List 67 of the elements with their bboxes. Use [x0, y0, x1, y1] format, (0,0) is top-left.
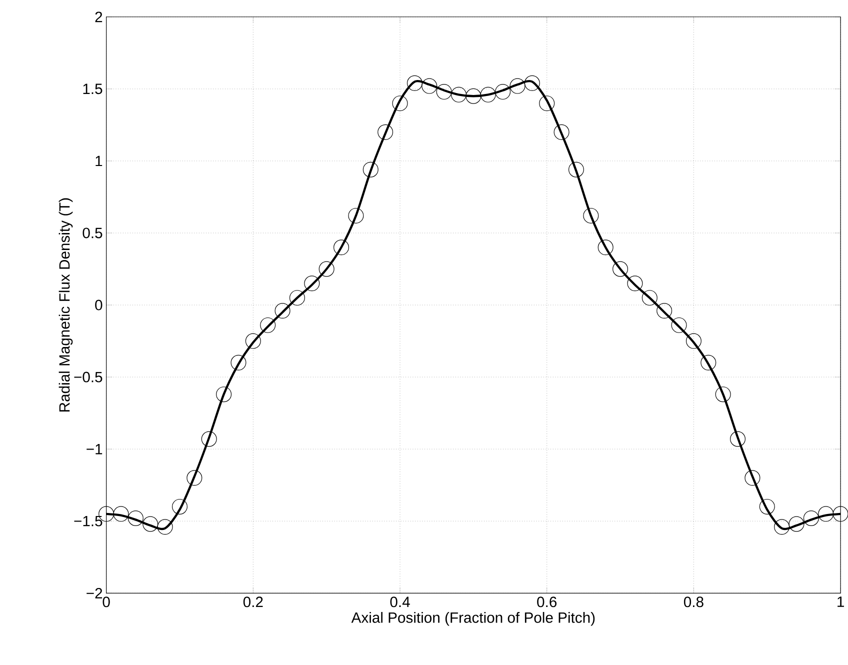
x-tick-label: 0.2: [243, 596, 263, 608]
y-tick-label: 0.5: [82, 228, 102, 238]
point: [216, 386, 232, 402]
point: [392, 96, 408, 112]
point: [715, 386, 731, 402]
point: [803, 510, 819, 526]
point: [172, 499, 188, 515]
point: [671, 318, 687, 334]
point: [422, 78, 438, 94]
point: [466, 88, 482, 104]
point: [378, 124, 394, 140]
point: [568, 162, 584, 178]
point: [759, 499, 775, 515]
y-tick-label: 1: [96, 156, 102, 166]
point: [157, 519, 173, 535]
point: [495, 84, 511, 100]
point: [539, 96, 555, 112]
x-tick-label: 1: [838, 596, 844, 608]
point: [480, 87, 496, 103]
point: [274, 303, 290, 319]
point: [554, 124, 570, 140]
point: [113, 506, 129, 522]
point: [348, 208, 364, 224]
point: [744, 470, 760, 486]
point: [524, 76, 540, 92]
point: [510, 78, 526, 94]
point: [362, 162, 378, 178]
point: [318, 261, 334, 277]
point: [245, 333, 261, 349]
point: [450, 87, 466, 103]
point: [818, 506, 834, 522]
point: [700, 355, 716, 371]
y-tick-label: 2: [95, 12, 102, 22]
y-tick-label: −2: [86, 588, 102, 598]
x-tick-label: 0.6: [537, 596, 557, 608]
point: [230, 355, 246, 371]
point: [334, 240, 350, 256]
x-tick-label: 0.4: [390, 596, 410, 608]
point: [260, 318, 276, 334]
point: [730, 431, 746, 447]
point: [832, 506, 848, 522]
y-tick-label: −1.5: [74, 516, 102, 526]
point: [642, 290, 658, 306]
point: [142, 516, 158, 532]
point: [583, 208, 599, 224]
point: [436, 84, 452, 100]
x-tick-label: 0: [102, 596, 110, 608]
point: [656, 303, 672, 319]
y-axis-title: Radial Magnetic Flux Density (T): [58, 198, 73, 412]
point: [406, 76, 422, 92]
point: [201, 431, 217, 447]
y-tick-label: −1: [86, 444, 102, 454]
y-tick-label: 0: [95, 300, 102, 310]
point: [304, 276, 320, 292]
point: [128, 510, 144, 526]
point: [627, 276, 643, 292]
point: [612, 261, 628, 277]
y-tick-label: 1.5: [83, 84, 102, 94]
point: [598, 240, 614, 256]
point: [788, 516, 804, 532]
y-tick-label: −0.5: [74, 372, 102, 382]
x-tick-label: 0.8: [684, 596, 704, 608]
point: [686, 333, 702, 349]
x-axis-title: Axial Position (Fraction of Pole Pitch): [351, 612, 595, 626]
point: [774, 519, 790, 535]
point: [186, 470, 202, 486]
point: [289, 290, 305, 306]
